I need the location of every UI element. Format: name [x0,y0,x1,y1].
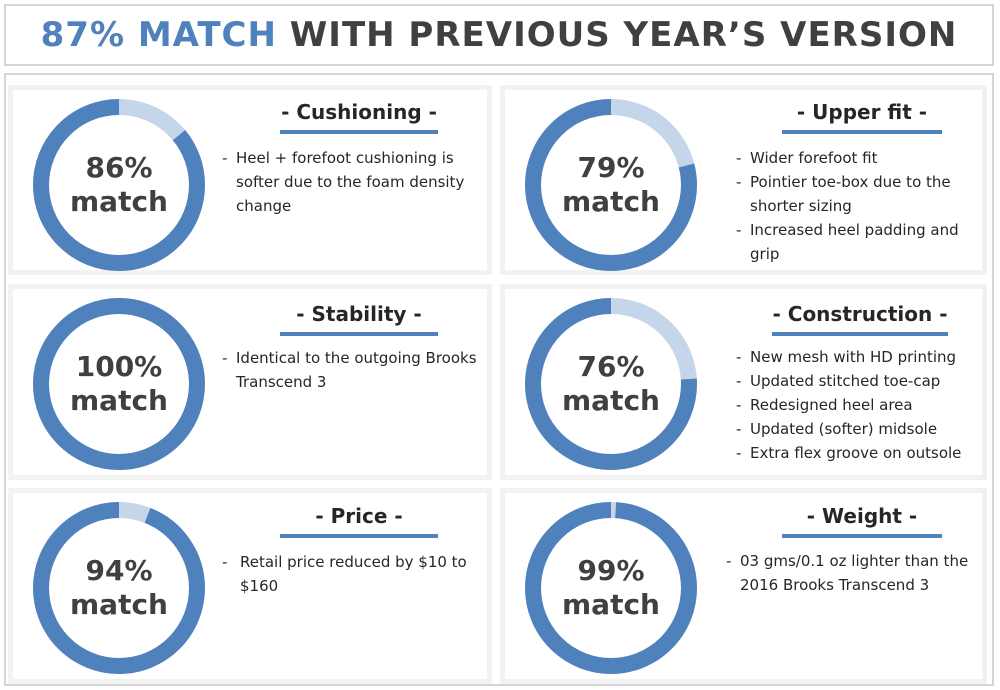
header-banner: 87% MATCH WITH PREVIOUS YEAR’S VERSION [4,4,994,66]
donut-cushioning: 86% match [30,96,208,274]
title-accent: 87% MATCH [40,15,277,55]
bullet-item: 03 gms/0.1 oz lighter than the 2016 Broo… [726,549,984,597]
ring-match-arc [33,502,205,674]
panel-title: - Weight - [806,504,918,528]
donut-ring [33,298,205,470]
donut-ring [33,99,205,271]
bullet-item: Updated stitched toe-cap [736,369,984,393]
ring-match-arc [525,502,697,674]
ring-match-arc [33,298,205,470]
bullet-item: Retail price reduced by $10 to $160 [222,550,484,598]
bullet-item: Updated (softer) midsole [736,417,984,441]
ring-match-arc [33,99,205,271]
bullet-item: Heel + forefoot cushioning is softer due… [222,146,484,218]
donut-ring [525,298,697,470]
bullet-list: Heel + forefoot cushioning is softer due… [222,146,484,218]
match-word: match [562,384,660,417]
bullet-item: Pointier toe-box due to the shorter sizi… [736,170,982,218]
match-word: match [70,588,168,621]
match-percent: 86% [85,151,153,184]
donut-construction: 76% match [522,295,700,473]
bullet-list: Retail price reduced by $10 to $160 [222,550,484,598]
match-word: match [562,588,660,621]
bullet-item: Wider forefoot fit [736,146,982,170]
ring-match-arc [525,298,697,470]
title-underline [280,534,438,538]
donut-ring [525,99,697,271]
panel-title: - Stability - [296,302,422,326]
donut-ring [33,502,205,674]
donut-weight: 99% match [522,499,700,677]
match-percent: 94% [85,554,153,587]
bullet-list: Identical to the outgoing Brooks Transce… [222,346,484,394]
bullet-item: Extra flex groove on outsole [736,441,984,465]
donut-upper-fit: 79% match [522,96,700,274]
panel-title: - Upper fit - [796,100,928,124]
match-percent: 79% [577,151,645,184]
panel-title: - Cushioning - [281,100,437,124]
bullet-list: Wider forefoot fit Pointier toe-box due … [736,146,982,266]
match-percent: 100% [75,350,163,383]
panel-title: - Construction - [772,302,948,326]
bullet-list: 03 gms/0.1 oz lighter than the 2016 Broo… [726,549,984,597]
title-rest: WITH PREVIOUS YEAR’S VERSION [289,15,958,55]
match-word: match [70,384,168,417]
title-underline [782,534,942,538]
donut-label: 100% match [30,295,208,473]
bullet-item: Identical to the outgoing Brooks Transce… [222,346,484,394]
title-underline [782,130,942,134]
bullet-item: Increased heel padding and grip [736,218,982,266]
ring-match-arc [525,99,697,271]
title-underline [280,332,438,336]
title-underline [772,332,948,336]
donut-label: 76% match [522,295,700,473]
donut-label: 94% match [30,499,208,677]
bullet-item: Redesigned heel area [736,393,984,417]
bullet-item: New mesh with HD printing [736,345,984,369]
donut-label: 86% match [30,96,208,274]
bullet-list: New mesh with HD printing Updated stitch… [736,345,984,465]
match-word: match [70,185,168,218]
match-percent: 99% [577,554,645,587]
panel-title: - Price - [315,504,403,528]
donut-label: 99% match [522,499,700,677]
donut-stability: 100% match [30,295,208,473]
match-percent: 76% [577,350,645,383]
title-underline [280,130,438,134]
page-title: 87% MATCH WITH PREVIOUS YEAR’S VERSION [41,15,958,55]
donut-ring [525,502,697,674]
match-word: match [562,185,660,218]
donut-price: 94% match [30,499,208,677]
donut-label: 79% match [522,96,700,274]
